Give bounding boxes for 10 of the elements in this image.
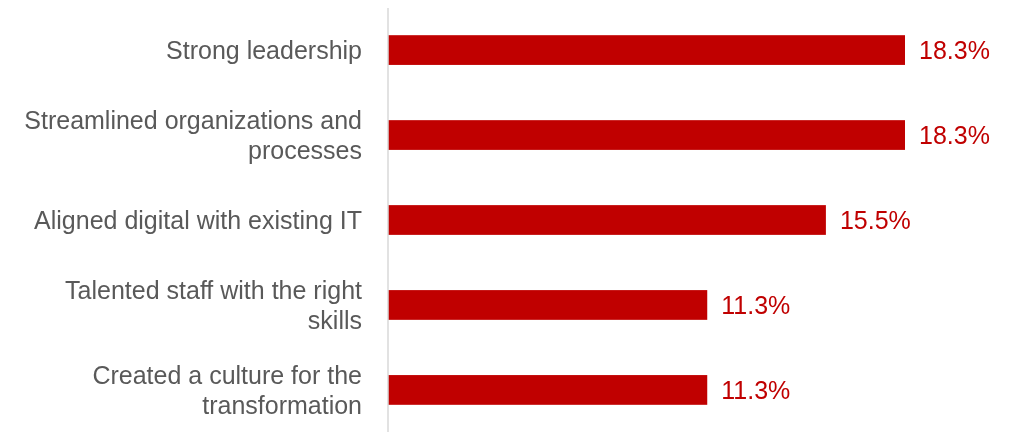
- data-label: 18.3%: [919, 36, 990, 65]
- data-label: 11.3%: [721, 375, 791, 404]
- y-tick-label: Created a culture for the transformation: [92, 360, 362, 419]
- y-tick-label: Strong leadership: [166, 36, 362, 65]
- y-tick-label: Talented staff with the right skills: [65, 275, 363, 334]
- y-tick-label: Streamlined organizations and processes: [24, 106, 362, 165]
- y-tick-label: Aligned digital with existing IT: [34, 206, 362, 234]
- data-label: 11.3%: [721, 290, 791, 319]
- data-label: 15.5%: [839, 206, 911, 234]
- data-label: 18.3%: [919, 121, 990, 150]
